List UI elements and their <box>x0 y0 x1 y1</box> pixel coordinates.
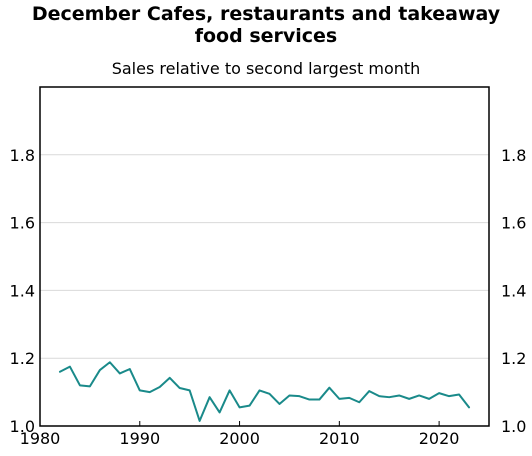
y-tick-label-right: 1.0 <box>501 417 526 436</box>
y-tick-label-right: 1.6 <box>501 214 526 233</box>
y-tick-label-left: 1.2 <box>10 349 35 368</box>
chart-title-line-2: food services <box>195 25 338 47</box>
series-layer <box>60 362 469 421</box>
y-tick-label-left: 1.8 <box>10 146 35 165</box>
chart-title-line-1: December Cafes, restaurants and takeaway <box>32 3 501 25</box>
y-tick-label-right: 1.8 <box>501 146 526 165</box>
x-tick-label: 1990 <box>119 429 160 448</box>
plot-frame <box>40 87 489 426</box>
y-tick-label-left: 1.4 <box>10 281 35 300</box>
x-tick-label: 2010 <box>319 429 360 448</box>
x-tick-label: 1980 <box>20 429 61 448</box>
series-line-0 <box>60 362 469 421</box>
y-tick-label-left: 1.6 <box>10 214 35 233</box>
y-tick-label-right: 1.2 <box>501 349 526 368</box>
y-tick-label-right: 1.4 <box>501 281 526 300</box>
x-tick-label: 2020 <box>419 429 460 448</box>
chart-subtitle: Sales relative to second largest month <box>112 59 421 78</box>
x-tick-label: 2000 <box>219 429 260 448</box>
gridlines <box>40 155 489 358</box>
